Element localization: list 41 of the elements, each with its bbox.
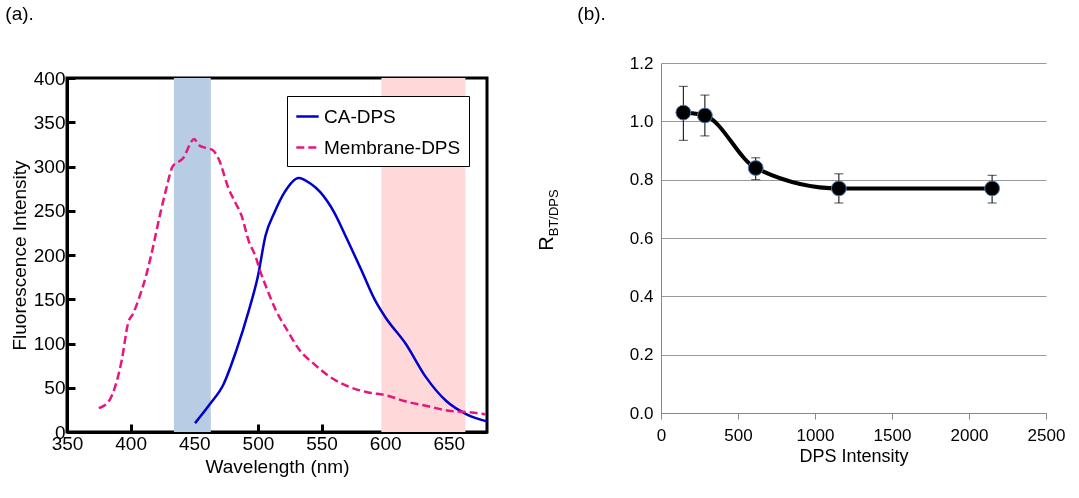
x-tick-label: 550 xyxy=(306,432,338,454)
point xyxy=(675,104,692,121)
y-tick-label: 350 xyxy=(33,111,66,133)
y-tick-label: 0.2 xyxy=(629,345,654,365)
y-tick-label: 200 xyxy=(33,244,66,266)
y-axis-title: Fluorescence Intensity xyxy=(8,159,30,351)
point xyxy=(984,180,1001,197)
line-series xyxy=(193,176,489,425)
point xyxy=(747,160,764,176)
y-tick-label: 400 xyxy=(33,67,66,89)
x-tick-label: 450 xyxy=(178,432,211,454)
x-tick-label: 1500 xyxy=(873,425,912,445)
legend-label: Membrane-DPS xyxy=(324,136,461,158)
y-tick-label: 250 xyxy=(33,200,66,222)
x-tick-label: 500 xyxy=(242,432,275,454)
y-tick-label: 0.8 xyxy=(629,170,654,190)
x-tick-label: 650 xyxy=(433,432,466,454)
y-tick-label: 0.6 xyxy=(629,228,654,248)
chart-title: (a). xyxy=(5,3,34,24)
x-axis-title: Wavelength (nm) xyxy=(205,455,350,477)
y-tick-label: 1.2 xyxy=(629,53,654,73)
x-tick-label: 600 xyxy=(369,432,402,454)
y-tick-label: 150 xyxy=(33,288,66,310)
legend-label: CA-DPS xyxy=(324,105,396,127)
x-tick-label: 0 xyxy=(656,425,667,445)
x-tick-label: 400 xyxy=(115,432,147,454)
point xyxy=(696,107,713,124)
y-tick-label: 100 xyxy=(33,333,66,354)
y-tick-label: 0.4 xyxy=(629,286,654,306)
x-tick-label: 2000 xyxy=(950,425,989,445)
y-tick-label: 1.0 xyxy=(629,111,654,131)
x-tick-label: 2500 xyxy=(1027,425,1066,445)
x-tick-label: 1000 xyxy=(796,425,835,445)
chart-title: (b). xyxy=(577,3,606,24)
y-tick-label: 50 xyxy=(44,377,66,399)
y-tick-label: 300 xyxy=(33,156,66,177)
x-axis-title: DPS Intensity xyxy=(799,445,909,466)
line-series xyxy=(97,137,487,416)
x-tick-label: 500 xyxy=(724,425,753,445)
y-tick-label: 0.0 xyxy=(629,403,654,423)
point xyxy=(830,180,847,197)
